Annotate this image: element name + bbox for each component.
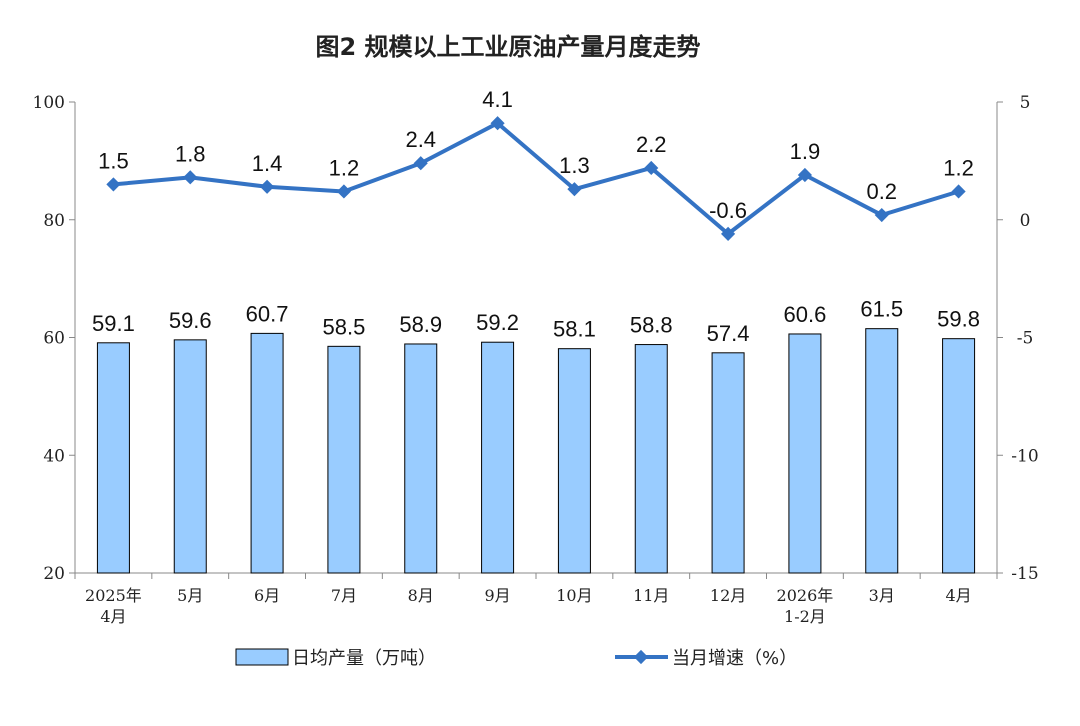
- growth-value-label: 2.2: [636, 132, 667, 157]
- bar-value-label: 59.8: [937, 307, 980, 332]
- bar: [942, 338, 976, 574]
- growth-value-label: 1.2: [329, 155, 360, 180]
- x-tick-label: 2025年: [85, 586, 142, 605]
- bar-value-label: 58.8: [630, 313, 673, 338]
- left-tick-label: 20: [43, 564, 65, 584]
- bar-value-label: 59.6: [169, 308, 212, 333]
- growth-point-marker: [183, 170, 198, 185]
- growth-value-label: 1.3: [559, 153, 590, 178]
- bar-value-label: 58.1: [553, 317, 596, 342]
- growth-point-marker: [644, 160, 659, 176]
- growth-point-marker: [413, 156, 428, 171]
- bar: [173, 339, 207, 574]
- growth-line: [106, 116, 966, 241]
- growth-value-label: 1.2: [943, 155, 974, 180]
- left-tick-label: 100: [33, 93, 65, 113]
- right-tick-label: 5: [1020, 93, 1031, 113]
- growth-point-marker: [721, 226, 736, 241]
- growth-point-marker: [490, 116, 505, 131]
- growth-value-label: 4.1: [482, 87, 513, 112]
- growth-value-label: 2.4: [405, 127, 436, 152]
- legend-line-label: 当月增速（%）: [672, 648, 797, 669]
- growth-point-marker: [567, 182, 582, 197]
- legend-line-marker: [633, 649, 649, 665]
- legend-bar-swatch: [235, 648, 289, 666]
- x-tick-label: 9月: [484, 586, 510, 605]
- growth-value-label: 1.8: [175, 141, 206, 166]
- x-tick-label: 7月: [331, 586, 357, 605]
- bar-value-label: 60.6: [784, 302, 827, 327]
- chart-title: 图2 规模以上工业原油产量月度走势: [315, 33, 700, 61]
- growth-point-marker: [874, 207, 889, 223]
- bar-value-label: 59.1: [92, 311, 135, 336]
- x-tick-label: 11月: [633, 586, 669, 605]
- data-labels: 59.1 59.6 60.7 58.5 58.9 59.2 58.1 58.8 57.4 60.6…: [92, 87, 980, 346]
- axes: 20 40 60 80 100 -15 -10 -5 0 5 2025年 4月 5月 6月 7月 8月 9月 10…: [33, 93, 1039, 626]
- growth-point-marker: [106, 177, 121, 192]
- growth-value-label: 0.2: [866, 179, 897, 204]
- x-tick-label: 4月: [100, 607, 126, 626]
- x-tick-label: 1-2月: [784, 607, 826, 626]
- bar-value-label: 61.5: [860, 297, 903, 322]
- growth-point-marker: [260, 179, 275, 194]
- left-tick-label: 80: [43, 211, 65, 231]
- x-tick-label: 4月: [945, 586, 971, 605]
- bar: [481, 341, 515, 574]
- x-tick-label: 8月: [408, 586, 434, 605]
- right-tick-label: -5: [1017, 329, 1034, 349]
- bar: [557, 348, 591, 574]
- bar-value-label: 60.7: [246, 301, 289, 326]
- x-tick-label: 10月: [556, 586, 592, 605]
- bar: [250, 332, 284, 574]
- bar: [711, 352, 745, 574]
- growth-value-label: 1.9: [790, 139, 821, 164]
- growth-line-path: [113, 121, 960, 236]
- bars: [96, 328, 976, 574]
- growth-value-label: -0.6: [709, 198, 747, 223]
- bar-value-label: 58.9: [399, 312, 442, 337]
- growth-point-marker: [797, 167, 812, 183]
- bar-value-label: 58.5: [323, 314, 366, 339]
- legend-bar-label: 日均产量（万吨）: [292, 648, 436, 669]
- bar: [865, 328, 899, 574]
- x-tick-label: 6月: [254, 586, 280, 605]
- growth-point-marker: [336, 184, 351, 199]
- left-tick-label: 60: [43, 329, 65, 349]
- x-tick-label: 3月: [869, 586, 895, 605]
- right-tick-label: 0: [1020, 211, 1031, 231]
- bar-value-label: 59.2: [476, 310, 519, 335]
- bar-value-label: 57.4: [707, 321, 750, 346]
- x-tick-label: 5月: [177, 586, 203, 605]
- x-tick-label: 2026年: [777, 586, 834, 605]
- bar: [788, 333, 822, 574]
- bar: [96, 342, 130, 574]
- legend: 日均产量（万吨） 当月增速（%）: [235, 648, 797, 669]
- left-tick-label: 40: [43, 446, 65, 466]
- right-tick-label: -10: [1011, 446, 1038, 466]
- growth-value-label: 1.4: [252, 151, 283, 176]
- growth-point-marker: [951, 184, 966, 199]
- x-tick-label: 12月: [710, 586, 746, 605]
- growth-value-label: 1.5: [98, 148, 129, 173]
- bar: [634, 344, 668, 574]
- bar: [327, 345, 361, 574]
- right-tick-label: -15: [1011, 564, 1038, 584]
- bar: [404, 343, 438, 574]
